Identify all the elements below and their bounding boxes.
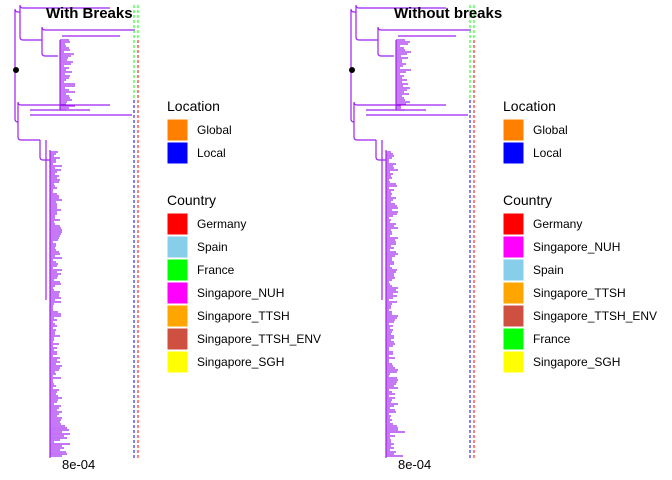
- legend-swatch: [502, 212, 525, 236]
- tree-branch: [377, 40, 394, 57]
- legend-label: Singapore_NUH: [533, 240, 620, 254]
- legend-label: Germany: [197, 217, 246, 231]
- legend-label: Singapore_SGH: [197, 355, 284, 369]
- legend-swatch: [166, 118, 189, 142]
- legend-title: Country: [167, 192, 216, 208]
- tree-panel-with-breaks: With Breaks 8e-04 Location Global Local Cou…: [13, 4, 321, 472]
- legend-swatch: [502, 118, 525, 142]
- legend-label: Singapore_TTSH: [533, 286, 626, 300]
- legend: Location Global Local Country Germany Spain Fr…: [166, 98, 321, 374]
- tree-branches: [349, 4, 471, 458]
- tree-branch: [17, 122, 40, 141]
- annotation-strips: [133, 5, 139, 460]
- legend-label: France: [197, 263, 235, 277]
- legend-swatch: [502, 281, 525, 305]
- legend-swatch: [502, 141, 525, 165]
- tree-branch: [19, 4, 42, 12]
- legend-label: France: [533, 332, 571, 346]
- annotation-strips: [469, 5, 475, 460]
- legend-swatch: [166, 304, 189, 328]
- legend-label: Spain: [197, 240, 228, 254]
- tree-branch: [353, 122, 376, 141]
- legend-title: Country: [503, 192, 552, 208]
- legend-swatch: [166, 350, 189, 374]
- legend-label: Singapore_TTSH_ENV: [533, 309, 657, 323]
- legend-label: Singapore_SGH: [533, 355, 620, 369]
- legend-label: Singapore_NUH: [197, 286, 284, 300]
- legend-swatch: [166, 327, 189, 351]
- legend-swatch: [502, 304, 525, 328]
- tree-branch: [41, 26, 62, 40]
- tree-branches: [13, 4, 135, 458]
- legend-swatch: [166, 281, 189, 305]
- scale-bar-label: 8e-04: [398, 457, 431, 472]
- legend-label: Singapore_TTSH: [197, 309, 290, 323]
- legend-title: Location: [503, 98, 556, 114]
- panel-title: With Breaks: [46, 5, 133, 22]
- tree-branch: [350, 8, 356, 70]
- tree-branch: [355, 12, 378, 41]
- root-node: [349, 67, 355, 73]
- tree-branch: [19, 12, 42, 41]
- legend-swatch: [166, 258, 189, 282]
- tree-branch: [41, 40, 58, 57]
- legend-swatch: [502, 327, 525, 351]
- tree-branch: [377, 26, 398, 40]
- tree-branch: [14, 8, 20, 70]
- legend-swatch: [502, 235, 525, 259]
- root-node: [13, 67, 19, 73]
- tree-branch: [375, 140, 386, 161]
- legend-label: Local: [533, 146, 562, 160]
- tree-panel-without-breaks: Without breaks 8e-04 Location Global Local…: [349, 4, 657, 472]
- legend-label: Local: [197, 146, 226, 160]
- legend-label: Germany: [533, 217, 582, 231]
- legend-label: Spain: [533, 263, 564, 277]
- panel-title: Without breaks: [394, 5, 502, 22]
- tree-branch: [355, 4, 378, 12]
- tree-branch: [353, 101, 366, 122]
- legend-swatch: [166, 212, 189, 236]
- legend-label: Global: [533, 123, 568, 137]
- scale-bar-label: 8e-04: [62, 457, 95, 472]
- legend-swatch: [502, 258, 525, 282]
- legend: Location Global Local Country Germany Singapo…: [502, 98, 657, 374]
- tree-branch: [17, 101, 30, 122]
- legend-title: Location: [167, 98, 220, 114]
- tree-branch: [39, 140, 50, 161]
- legend-label: Global: [197, 123, 232, 137]
- legend-label: Singapore_TTSH_ENV: [197, 332, 321, 346]
- legend-swatch: [166, 235, 189, 259]
- legend-swatch: [502, 350, 525, 374]
- legend-swatch: [166, 141, 189, 165]
